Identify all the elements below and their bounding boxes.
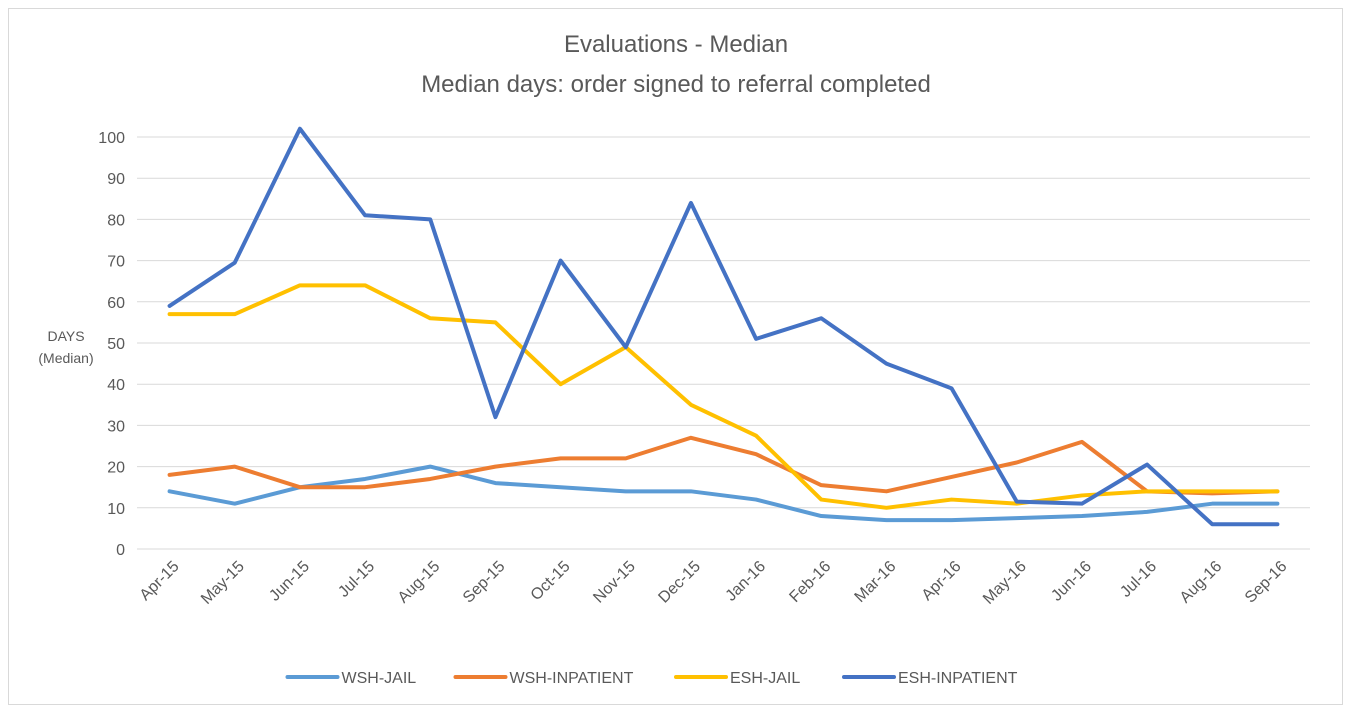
- y-axis-label: (Median): [38, 350, 93, 366]
- chart-title: Evaluations - Median: [564, 31, 788, 58]
- y-tick-label: 60: [107, 295, 125, 312]
- y-axis-label: DAYS: [47, 328, 84, 344]
- chart-subtitle: Median days: order signed to referral co…: [421, 71, 931, 98]
- y-tick-label: 20: [107, 460, 125, 477]
- legend-label: ESH-JAIL: [730, 670, 800, 687]
- y-tick-label: 80: [107, 212, 125, 229]
- y-tick-label: 10: [107, 501, 125, 518]
- series-line: [167, 126, 1280, 527]
- legend-label: ESH-INPATIENT: [898, 670, 1018, 687]
- y-tick-label: 50: [107, 336, 125, 353]
- y-tick-label: 30: [107, 418, 125, 435]
- series-line: [167, 283, 1280, 510]
- y-tick-label: 0: [116, 542, 125, 559]
- y-tick-label: 100: [98, 130, 125, 147]
- y-tick-label: 90: [107, 171, 125, 188]
- chart-border: [8, 8, 1343, 705]
- series-line: [167, 464, 1280, 523]
- legend-label: WSH-JAIL: [342, 670, 417, 687]
- series-line: [167, 435, 1280, 496]
- legend-label: WSH-INPATIENT: [510, 670, 634, 687]
- y-tick-label: 40: [107, 377, 125, 394]
- y-tick-label: 70: [107, 254, 125, 271]
